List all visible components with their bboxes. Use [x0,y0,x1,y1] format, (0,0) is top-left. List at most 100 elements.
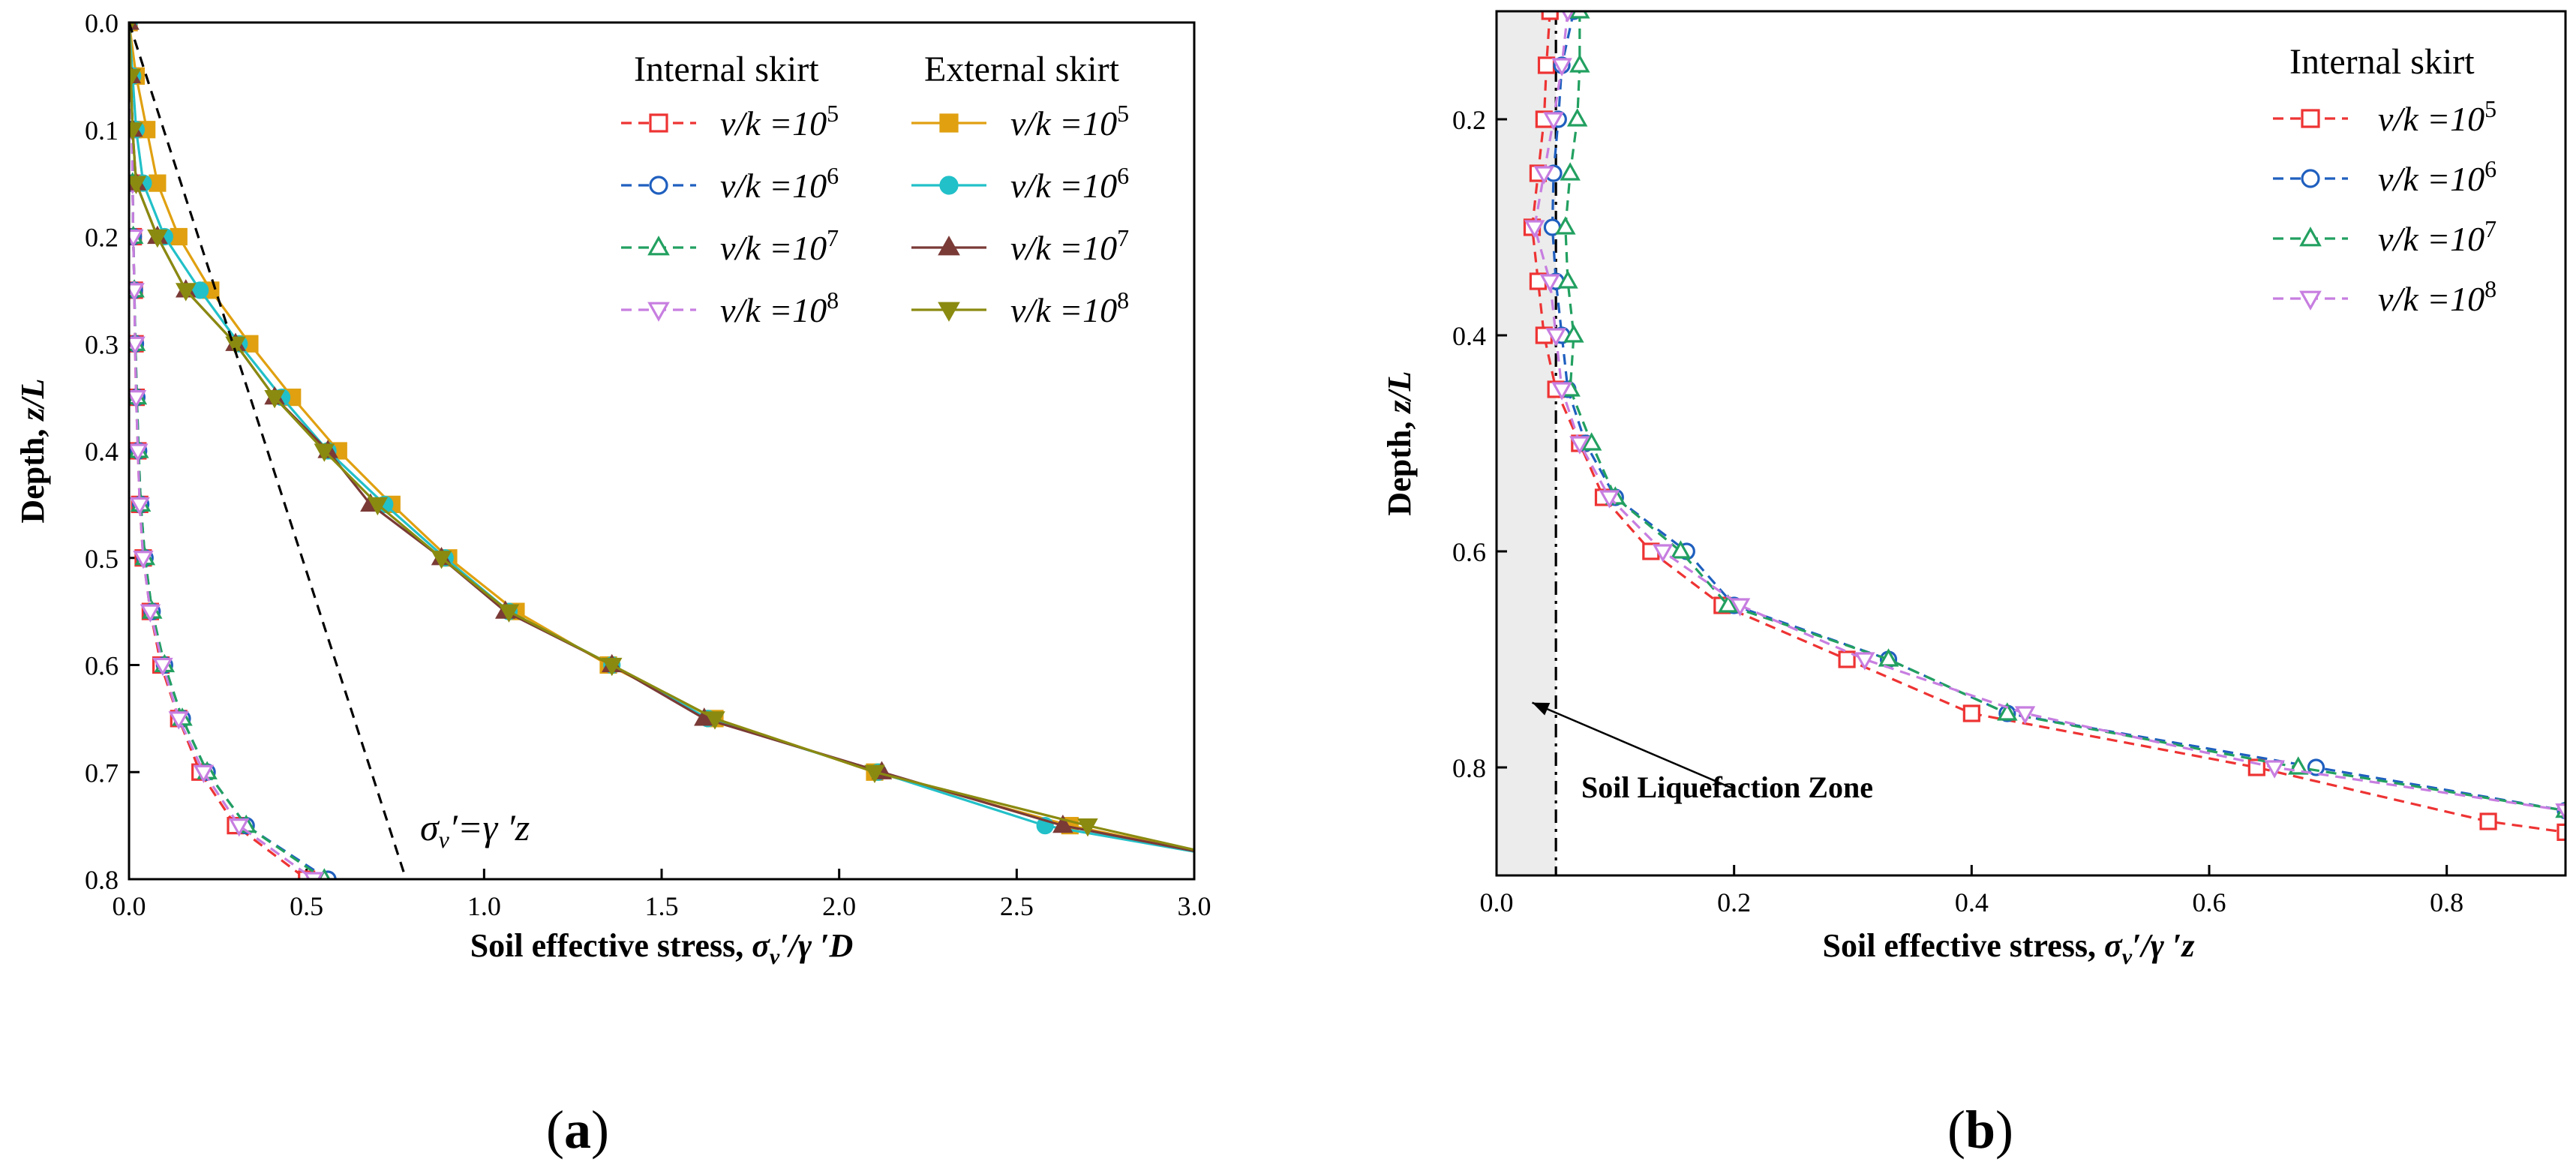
legend-label: v/k =108 [1010,287,1129,329]
data-point [431,551,452,569]
x-tick-label: 0.0 [1480,887,1514,917]
data-point [1077,818,1098,837]
panel-a-label: (a) [546,1100,609,1160]
series-line [129,23,1194,851]
data-point [175,283,197,302]
legend-marker [2299,290,2322,311]
series-line [129,23,1194,852]
y-tick-label: 0.8 [85,865,119,895]
panel-b: 0.0 0.2 0.4 0.6 0.8 0.2 0.4 0.6 0.8 Internal ski… [1381,10,2567,1160]
data-point [1729,598,1751,617]
legend-marker [649,113,668,133]
data-point [147,229,168,248]
data-point [129,122,143,141]
legend-header-internal: Internal skirt [634,50,819,89]
reference-line-label: σv′=γ ′z [420,806,530,853]
series-line [1564,11,2565,812]
data-point [1599,490,1620,509]
series-group [129,23,1194,879]
data-point [129,390,147,409]
panel-a-ticks: 0.0 0.5 1.0 1.5 2.0 2.5 3.0 0.0 0.1 0.2 0.3 0.4 0.5 0… [85,8,1211,921]
data-point [1581,432,1602,451]
data-point [2556,823,2565,842]
legend-label: v/k =105 [2378,95,2496,138]
legend-marker [938,302,960,322]
data-point [303,872,324,879]
data-point [152,657,173,677]
data-point [149,174,167,192]
data-point [1854,652,1875,671]
panel-b-label: (b) [1947,1100,2013,1160]
data-point [133,551,154,569]
data-point [228,818,250,837]
x-tick-label: 2.5 [1000,891,1034,921]
data-point [264,390,285,409]
legend-label: v/k =107 [1010,224,1129,267]
liquefaction-zone-shade [1497,11,1557,875]
series-line [129,23,1194,852]
x-tick-label: 0.6 [2193,887,2226,917]
legend-header-external: External skirt [924,50,1120,89]
data-point [1878,648,1899,667]
panel-b-plot-area [1523,11,2565,842]
panel-b-y-axis-label: Depth, z/L [1381,371,1418,515]
legend-marker [2299,227,2322,247]
x-tick-label: 0.4 [1955,887,1989,917]
panel-a-y-axis-label: Depth, z/L [14,378,51,523]
x-tick-label: 2.0 [822,891,856,921]
data-point [1543,112,1564,131]
legend-label: v/k =105 [1010,100,1129,143]
y-tick-label: 0.6 [85,651,119,681]
data-point [2479,812,2497,830]
data-point [2307,758,2325,776]
arrow-shaft [1532,701,1735,790]
data-point [129,443,149,462]
x-tick-label: 0.0 [113,891,146,921]
data-point [1524,220,1545,239]
data-point [1652,544,1674,563]
y-tick-label: 0.8 [1452,753,1486,783]
data-point [498,604,520,623]
data-point [140,604,161,623]
data-point [168,711,190,730]
y-tick-label: 0.2 [1452,105,1486,135]
series-line [129,23,315,879]
data-point [1533,166,1555,185]
legend-header-internal: Internal skirt [2289,42,2475,82]
legend-label: v/k =107 [720,224,839,267]
y-tick-label: 0.3 [85,329,119,359]
data-point [1838,650,1856,668]
data-point [314,443,335,462]
data-point [1537,56,1556,74]
data-point [129,68,142,88]
data-point [1569,11,1590,19]
data-point [601,657,623,677]
data-point [225,336,246,356]
data-point [129,336,146,356]
legend-label: v/k =106 [720,162,839,205]
legend-marker [2301,169,2320,188]
data-point [1563,324,1584,343]
panel-b-x-axis-label: Soil effective stress, σv′/γ ′z [1823,927,2195,969]
panel-a-plot-area [129,23,1194,879]
data-point [1569,436,1590,455]
legend-marker [2301,109,2320,128]
panel-a-legend: Internal skirt External skirt v/k =105 v/k … [621,50,1129,329]
data-point [193,764,215,784]
series-line [129,23,308,879]
data-point [1718,594,1739,613]
data-point [1555,216,1576,235]
legend-marker [939,176,959,195]
y-tick-label: 0.0 [85,8,119,38]
panel-a-frame [128,21,1196,881]
legend-marker [649,176,668,195]
data-point [2014,706,2036,725]
legend-label: v/k =108 [2378,275,2496,318]
legend-label: v/k =105 [720,100,839,143]
data-point [367,497,389,516]
data-point [191,281,209,299]
x-tick-label: 0.5 [290,891,323,921]
x-tick-label: 0.2 [1717,887,1751,917]
y-tick-label: 0.4 [85,437,119,467]
